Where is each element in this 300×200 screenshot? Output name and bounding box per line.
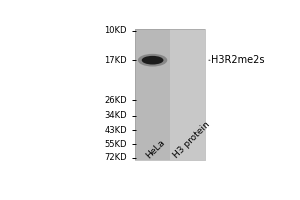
Text: 55KD: 55KD	[104, 140, 127, 149]
Text: 10KD: 10KD	[104, 26, 127, 35]
Text: 72KD: 72KD	[104, 153, 127, 162]
Text: HeLa: HeLa	[144, 138, 167, 160]
Text: 34KD: 34KD	[104, 111, 127, 120]
Text: 17KD: 17KD	[104, 56, 127, 65]
Text: 43KD: 43KD	[104, 126, 127, 135]
Text: H3R2me2s: H3R2me2s	[211, 55, 264, 65]
Ellipse shape	[142, 56, 164, 65]
Bar	[135, 29, 170, 160]
Bar	[170, 29, 205, 160]
Ellipse shape	[138, 54, 167, 67]
Bar	[135, 29, 205, 160]
Text: 26KD: 26KD	[104, 96, 127, 105]
Text: H3 protein: H3 protein	[172, 120, 212, 160]
